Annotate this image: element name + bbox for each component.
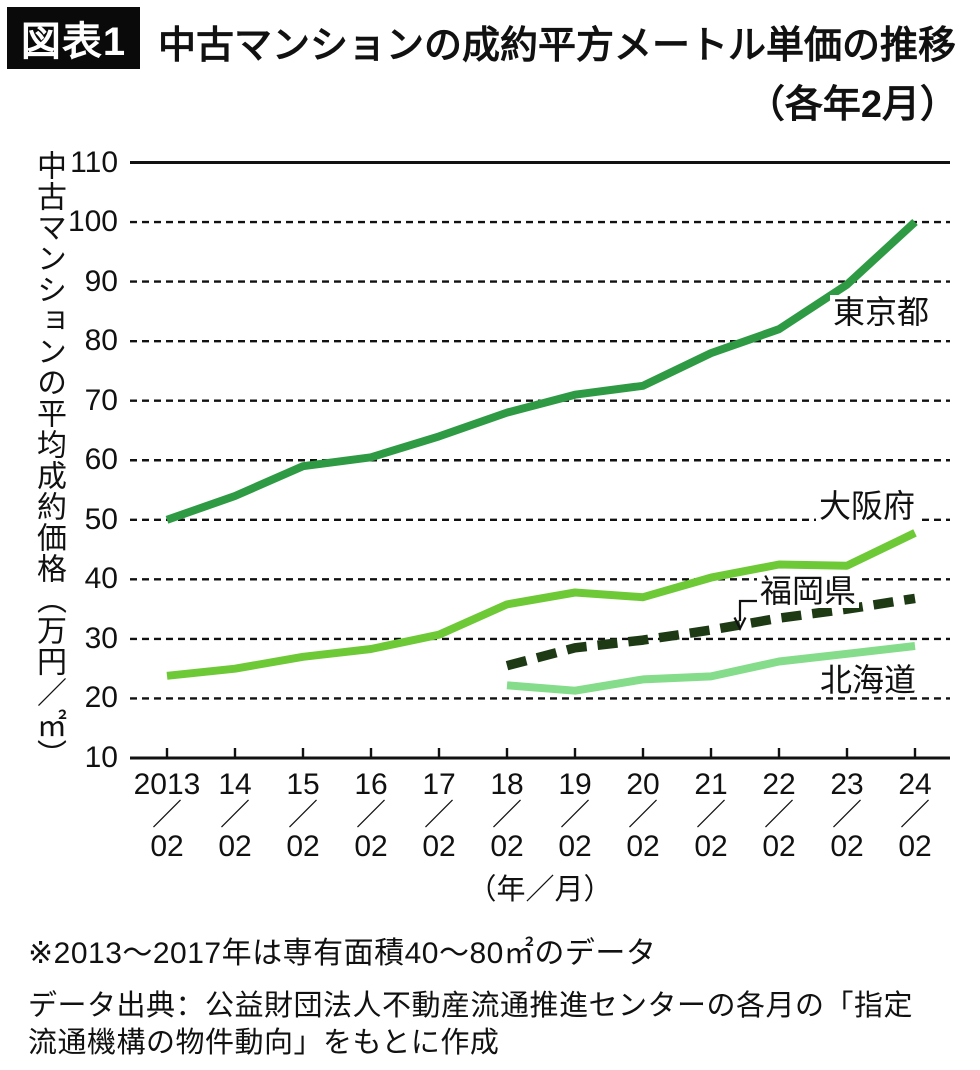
x-tick-label: 15 ／ 02 [286, 768, 320, 863]
x-tick-label: 17 ／ 02 [422, 768, 456, 863]
x-tick-label: 20 ／ 02 [626, 768, 660, 863]
y-tick-label: 90 [84, 264, 118, 298]
y-tick-label: 60 [84, 443, 118, 477]
figure-subtitle: （各年2月） [746, 84, 958, 126]
x-tick-label: 24 ／ 02 [898, 768, 932, 863]
y-axis-title: 中古マンションの平均成約価格（万円／㎡） [32, 150, 65, 770]
y-tick-label: 110 [70, 145, 118, 179]
x-tick-label: 23 ／ 02 [830, 768, 864, 863]
series-label-hokkaido: 北海道 [817, 663, 920, 697]
y-tick-label: 40 [84, 562, 118, 596]
x-tick-label: 18 ／ 02 [490, 768, 524, 863]
y-tick-label: 80 [84, 324, 118, 358]
series-label-tokyo: 東京都 [830, 295, 933, 329]
source-note: データ出典：公益財団法人不動産流通推進センターの各月の「指定流通機構の物件動向」… [28, 990, 914, 1059]
x-tick-label: 19 ／ 02 [558, 768, 592, 863]
footnote: ※2013～2017年は専有面積40～80㎡のデータ [28, 937, 657, 970]
y-tick-label: 30 [84, 621, 118, 655]
y-tick-label: 70 [84, 383, 118, 417]
y-tick-label: 20 [84, 681, 118, 715]
x-tick-label: 16 ／ 02 [354, 768, 388, 863]
x-tick-label: 14 ／ 02 [218, 768, 252, 863]
x-tick-label: 2013 ／ 02 [133, 768, 201, 863]
y-tick-label: 10 [84, 741, 118, 774]
y-tick-label: 50 [84, 502, 118, 536]
y-tick-label: 100 [67, 205, 118, 239]
x-axis-title: （年／月） [467, 874, 613, 906]
x-tick-label: 21 ／ 02 [694, 768, 728, 863]
figure-title: 中古マンションの成約平方メートル単価の推移 [158, 25, 957, 67]
figure-number-badge: 図表1 [7, 7, 140, 69]
series-label-osaka: 大阪府 [816, 489, 919, 523]
figure-header: 図表1 中古マンションの成約平方メートル単価の推移 [0, 0, 980, 69]
x-tick-label: 22 ／ 02 [762, 768, 796, 863]
series-label-fukuoka: 福岡県 [757, 574, 860, 608]
